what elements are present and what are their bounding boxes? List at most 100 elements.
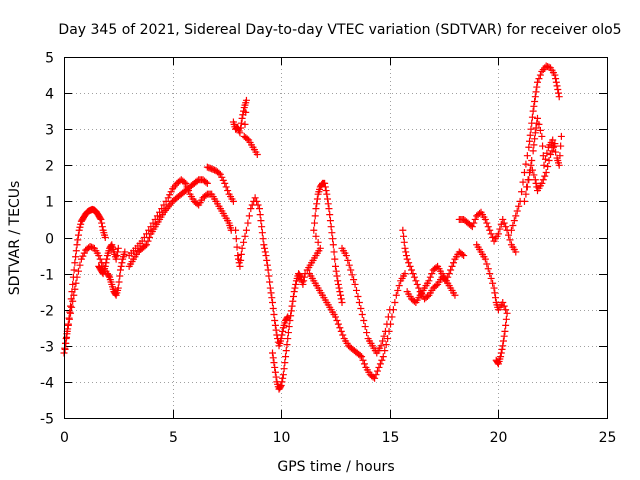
data-point	[287, 307, 295, 315]
data-point	[379, 353, 387, 361]
data-point	[153, 212, 161, 220]
data-point	[284, 335, 292, 343]
data-point	[261, 244, 269, 252]
data-point	[292, 280, 300, 288]
data-point	[339, 331, 347, 339]
data-point	[245, 212, 253, 220]
data-point	[532, 124, 540, 132]
data-point	[76, 223, 84, 231]
data-point	[288, 302, 296, 310]
data-point	[300, 277, 308, 285]
data-point	[386, 306, 394, 314]
data-point	[500, 219, 508, 227]
data-point	[74, 231, 82, 239]
data-point	[272, 326, 280, 334]
data-point	[242, 108, 250, 116]
data-point	[347, 266, 355, 274]
data-point	[361, 323, 369, 331]
data-point	[232, 235, 240, 243]
data-point	[543, 149, 551, 157]
data-point	[363, 329, 371, 337]
data-point	[229, 197, 237, 205]
x-tick-label: 25	[599, 430, 617, 446]
data-point	[483, 219, 491, 227]
data-point	[329, 235, 337, 243]
data-point	[444, 273, 452, 281]
data-point	[61, 345, 69, 353]
data-point	[203, 179, 211, 187]
data-point	[101, 234, 109, 241]
data-point	[97, 215, 105, 223]
data-point	[523, 152, 531, 160]
data-point	[352, 286, 360, 294]
data-point	[538, 132, 546, 140]
data-point	[290, 288, 298, 296]
data-point	[338, 298, 346, 306]
data-point	[402, 248, 410, 256]
data-point	[512, 212, 520, 220]
data-point	[238, 244, 246, 252]
data-point	[160, 201, 168, 209]
data-point	[522, 190, 530, 198]
data-point	[531, 176, 539, 184]
data-point	[313, 200, 321, 208]
data-point	[334, 280, 342, 288]
data-point	[276, 383, 284, 391]
data-point	[399, 226, 407, 234]
data-point	[344, 256, 352, 264]
data-point	[519, 178, 527, 186]
data-point	[358, 353, 366, 361]
data-point	[158, 205, 166, 213]
data-point	[253, 150, 261, 158]
data-point	[156, 208, 164, 216]
data-point	[468, 223, 476, 231]
data-point	[551, 140, 559, 148]
data-point	[539, 176, 547, 184]
data-point	[62, 339, 70, 347]
data-point	[167, 188, 175, 196]
data-point	[269, 354, 277, 362]
data-point	[486, 270, 494, 278]
data-point	[345, 261, 353, 269]
data-point	[502, 223, 510, 231]
data-point	[112, 255, 120, 263]
data-point	[554, 89, 562, 97]
data-point	[553, 82, 561, 90]
data-point	[524, 176, 532, 184]
data-point	[247, 205, 255, 213]
data-point	[280, 365, 288, 373]
data-point	[260, 241, 268, 249]
data-point	[102, 259, 110, 267]
data-point	[513, 207, 521, 215]
data-point	[96, 214, 104, 222]
data-point	[74, 236, 82, 244]
data-point	[332, 313, 339, 321]
data-point	[432, 282, 440, 290]
data-point	[107, 242, 115, 250]
data-point	[381, 347, 389, 355]
data-point	[442, 277, 450, 285]
data-point	[408, 266, 416, 274]
data-point	[244, 219, 252, 227]
data-point	[554, 85, 562, 93]
data-point	[423, 292, 431, 300]
data-point	[535, 120, 543, 128]
grid-lines	[64, 57, 607, 418]
data-point	[371, 374, 379, 382]
data-point	[447, 266, 455, 274]
data-point	[332, 267, 340, 275]
data-point	[72, 253, 80, 261]
data-point	[216, 170, 224, 178]
data-point	[471, 215, 479, 223]
data-point	[166, 191, 174, 199]
data-point	[490, 284, 498, 292]
data-point	[337, 295, 345, 303]
data-point	[507, 226, 515, 234]
data-point	[502, 306, 510, 314]
y-tick-label: -3	[40, 340, 54, 356]
data-point	[360, 317, 368, 325]
data-point	[103, 255, 111, 263]
data-point	[552, 78, 560, 86]
data-point	[218, 173, 226, 181]
data-point	[277, 335, 285, 343]
